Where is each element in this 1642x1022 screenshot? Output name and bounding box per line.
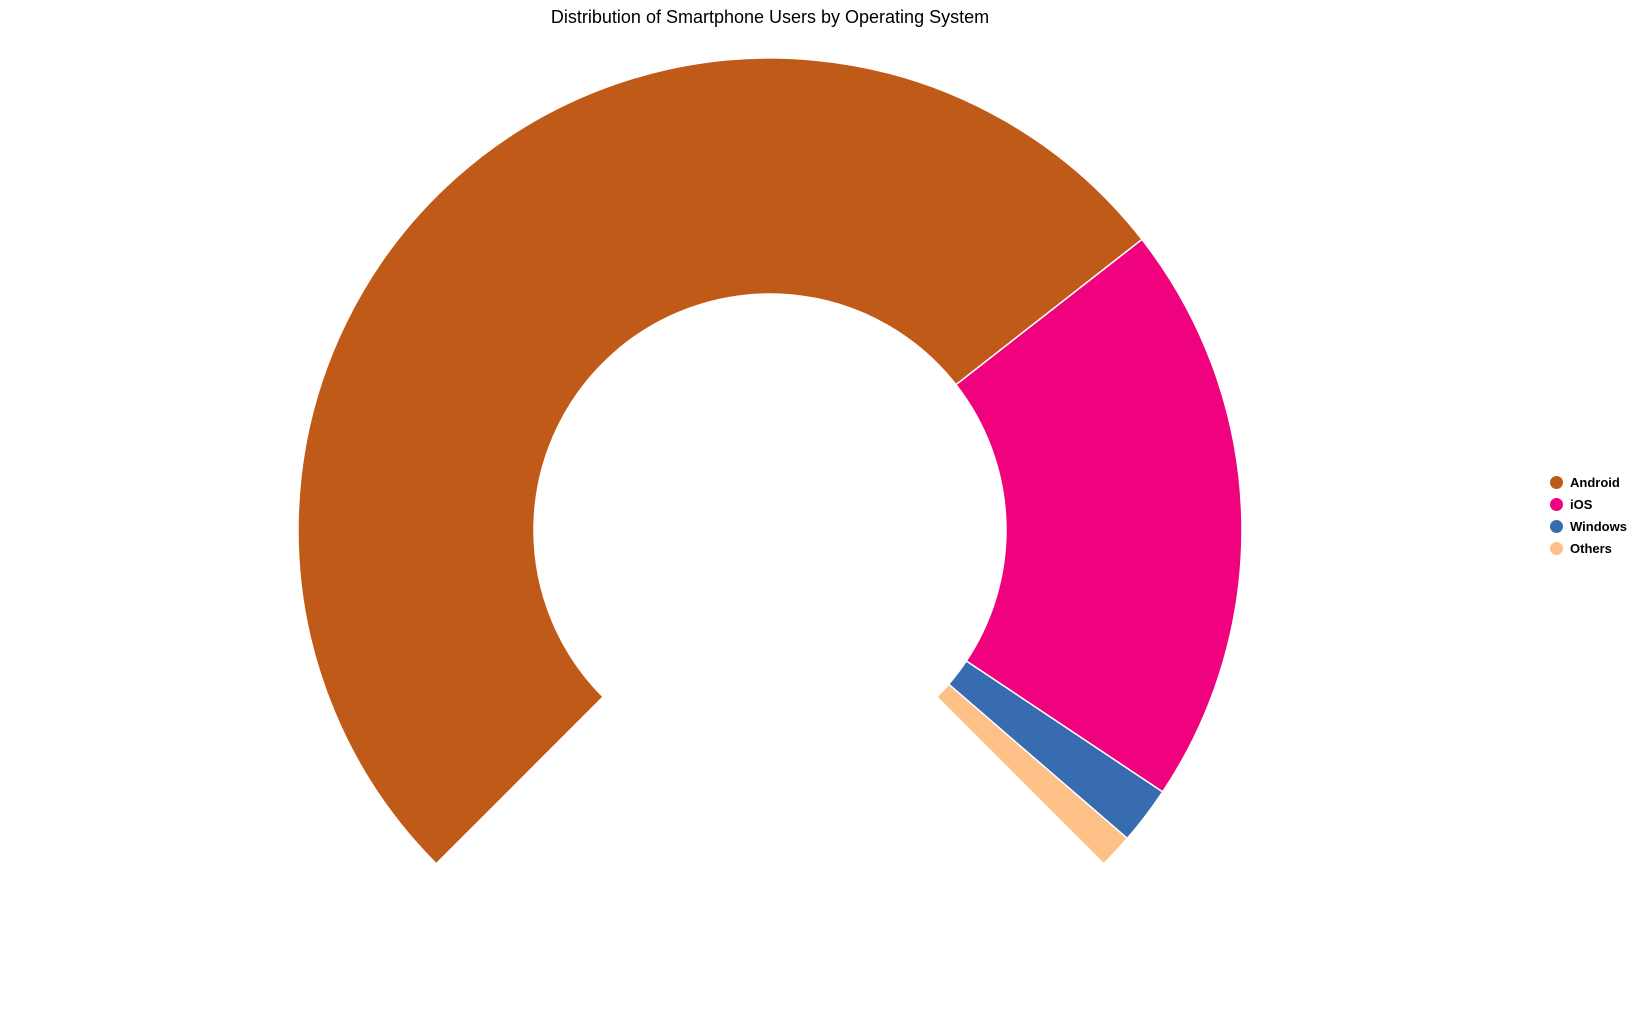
- legend-label: Others: [1570, 540, 1612, 556]
- legend-label: Android: [1570, 474, 1620, 490]
- legend-swatch: [1550, 475, 1563, 489]
- slice-android[interactable]: [297, 57, 1144, 865]
- legend-item-ios[interactable]: iOS: [1550, 493, 1627, 515]
- legend: Android iOS Windows Others: [1550, 471, 1627, 559]
- legend-swatch: [1550, 541, 1563, 555]
- slice-ios[interactable]: [954, 238, 1243, 793]
- legend-item-windows[interactable]: Windows: [1550, 515, 1627, 537]
- chart-title: Distribution of Smartphone Users by Oper…: [550, 7, 990, 27]
- legend-label: Windows: [1570, 518, 1627, 534]
- legend-swatch: [1550, 497, 1563, 511]
- legend-label: iOS: [1570, 496, 1593, 512]
- legend-item-others[interactable]: Others: [1550, 537, 1627, 559]
- donut-slices: [297, 57, 1243, 865]
- legend-item-android[interactable]: Android: [1550, 471, 1627, 493]
- legend-swatch: [1550, 519, 1563, 533]
- slice-others[interactable]: [935, 683, 1129, 865]
